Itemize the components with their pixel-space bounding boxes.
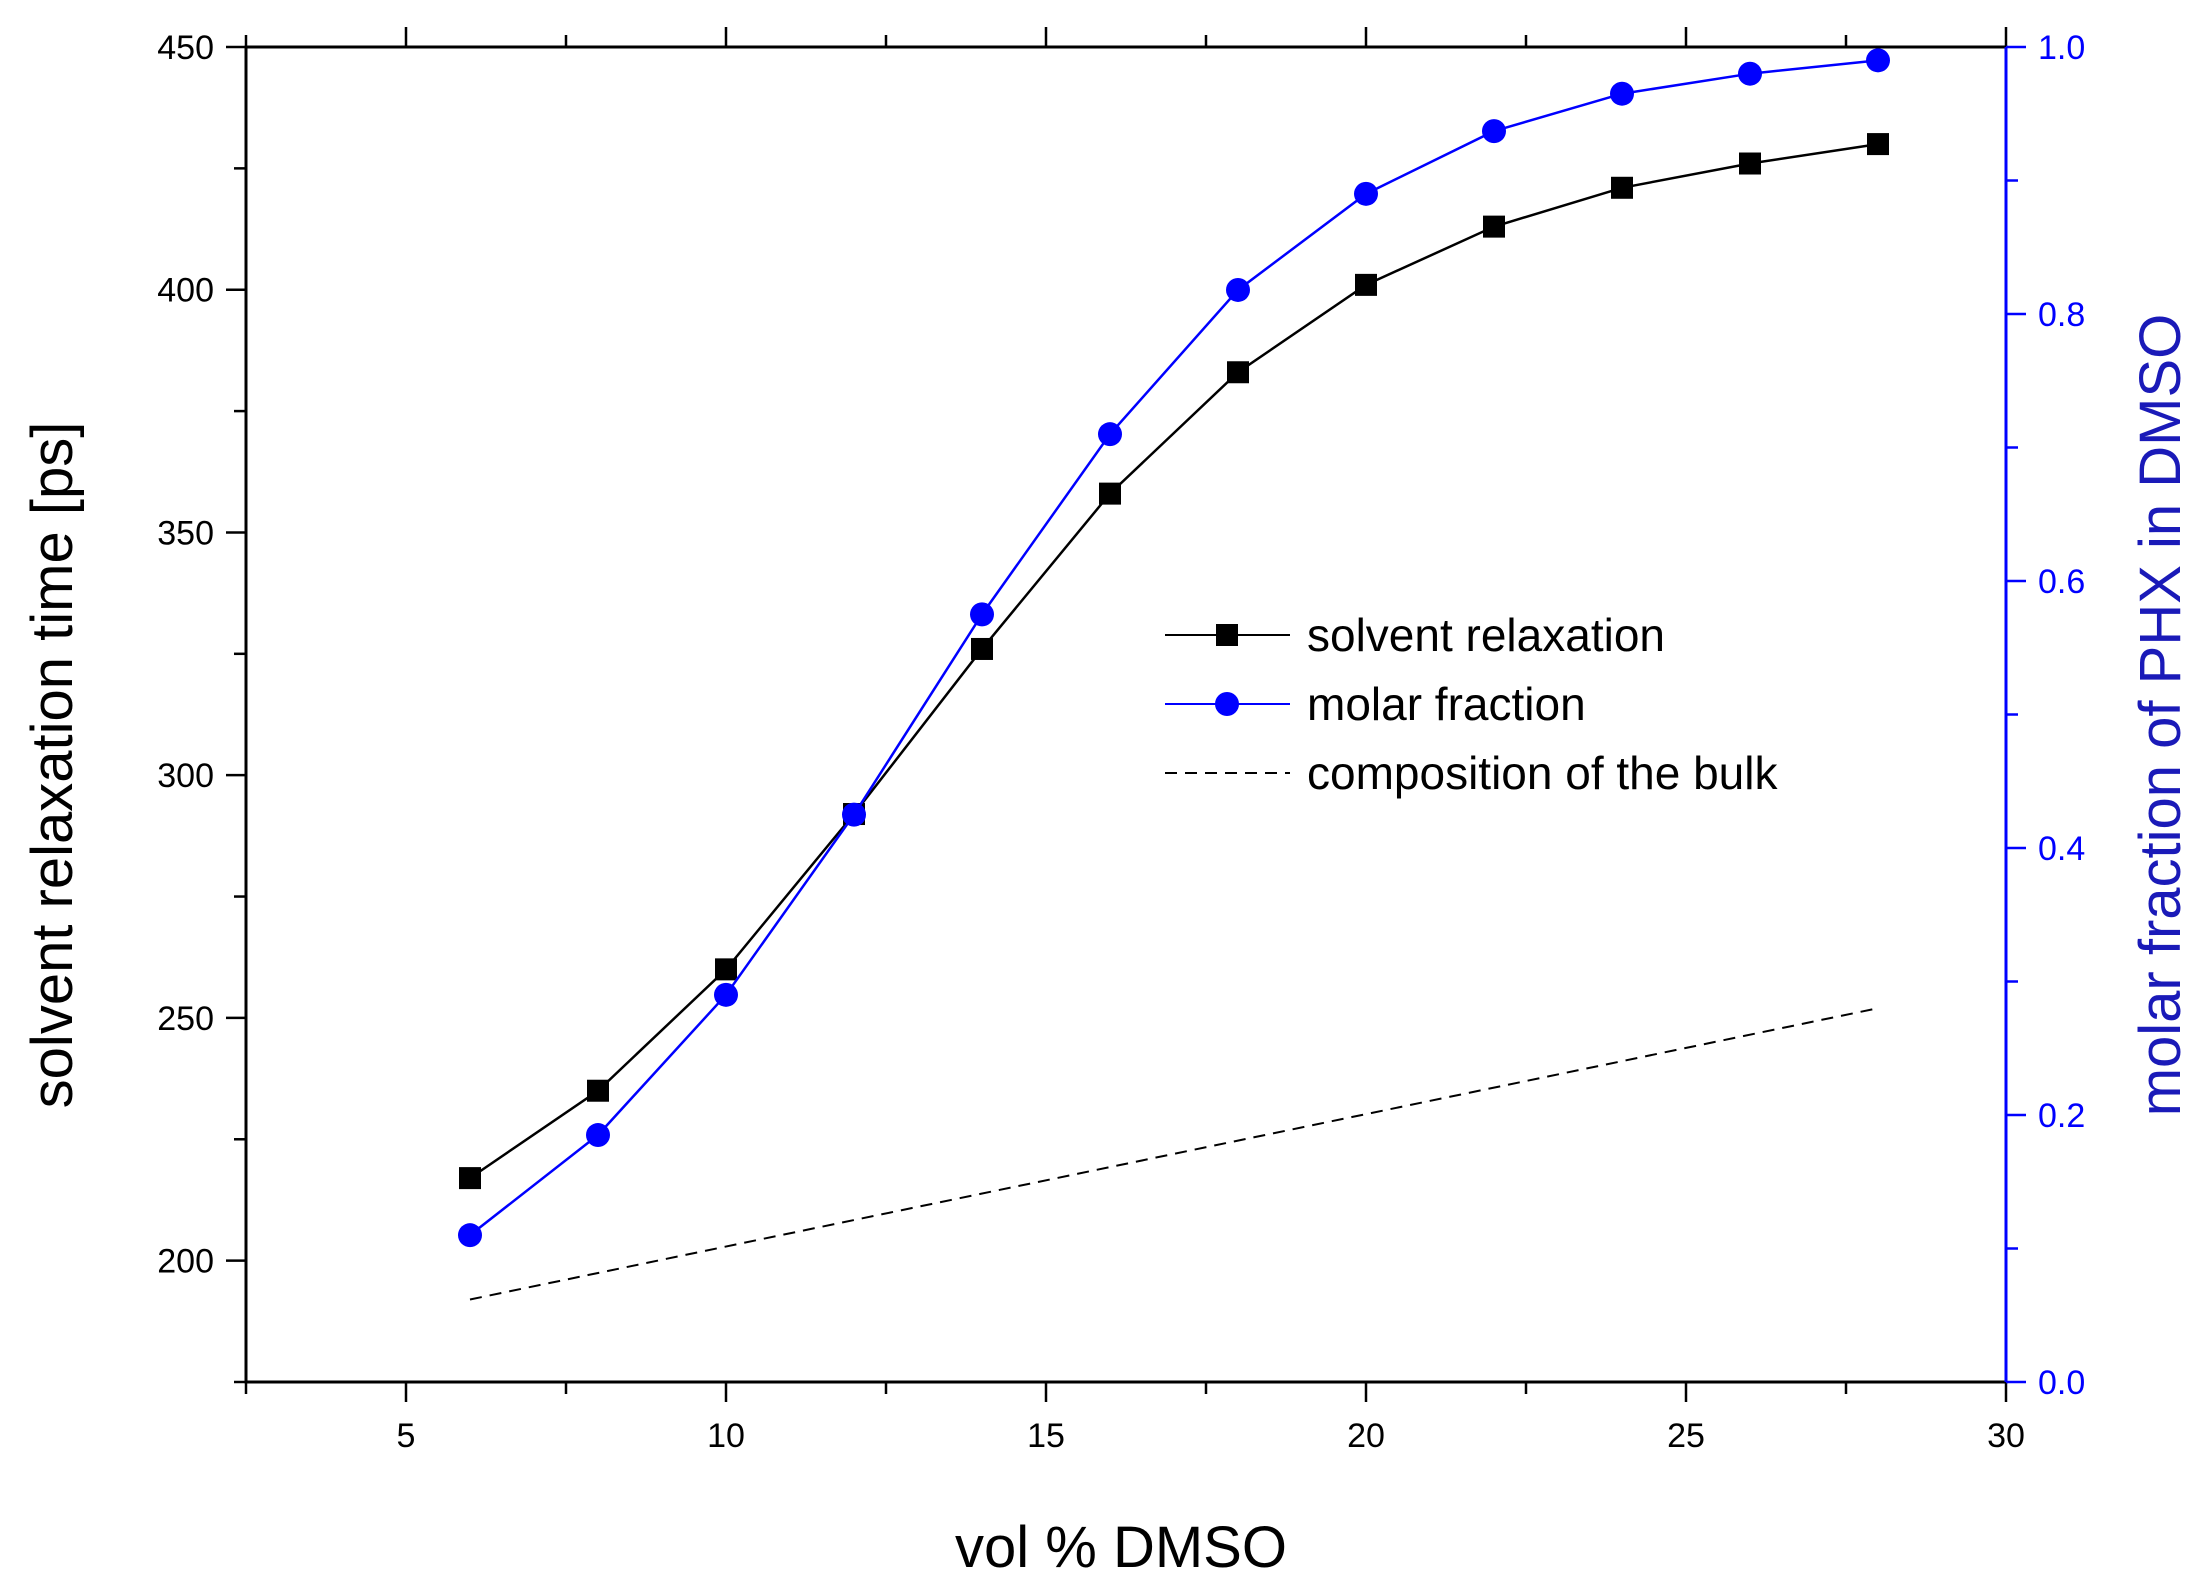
- solvent-relaxation-point: [1227, 361, 1249, 384]
- y-right-tick-label: 0.8: [2038, 296, 2085, 334]
- solvent-relaxation-point: [1355, 273, 1377, 296]
- y-right-tick-label: 0.6: [2038, 563, 2085, 601]
- legend-solvent-label: solvent relaxation: [1307, 609, 1665, 661]
- solvent-relaxation-point: [1611, 176, 1633, 199]
- series-line-1: [469, 59, 1879, 1237]
- y-right-tick-label: 0.4: [2038, 830, 2085, 868]
- right-axis-title: molar fraction of PHX in DMSO: [2128, 314, 2193, 1117]
- molar-fraction-point: [1866, 48, 1890, 73]
- x-tick-label: 30: [1987, 1417, 2025, 1455]
- legend-molar-marker: [1215, 692, 1239, 716]
- x-axis-title: vol % DMSO: [955, 1515, 1287, 1580]
- x-tick-label: 10: [707, 1417, 745, 1455]
- y-left-tick-label: 250: [157, 1000, 214, 1038]
- solvent-relaxation-point: [1483, 215, 1505, 238]
- x-tick-label: 25: [1667, 1417, 1705, 1455]
- y-left-tick-label: 400: [157, 272, 214, 310]
- molar-fraction-point: [1098, 422, 1122, 447]
- y-right-tick-label: 0.0: [2038, 1364, 2085, 1402]
- x-tick-label: 5: [397, 1417, 416, 1455]
- y-left-tick-label: 350: [157, 514, 214, 552]
- molar-fraction-point: [1738, 61, 1762, 86]
- legend-bulk-label: composition of the bulk: [1307, 747, 1778, 799]
- left-axis-ticks: 200 250 300 350 400 450: [157, 29, 246, 1384]
- left-axis-title: solvent relaxation time [ps]: [20, 422, 85, 1109]
- solvent-relaxation-point: [715, 958, 737, 981]
- plot-frame: [244, 45, 2008, 1384]
- solvent-relaxation-point: [1867, 133, 1889, 156]
- molar-fraction-point: [1482, 119, 1506, 144]
- solvent-relaxation-point: [1099, 482, 1121, 505]
- y-left-tick-label: 300: [157, 757, 214, 795]
- y-left-tick-label: 200: [157, 1243, 214, 1281]
- series-line-0: [469, 142, 1879, 1180]
- solvent-relaxation-point: [971, 637, 993, 660]
- right-axis-ticks: 0.0 0.2 0.4 0.6 0.8 1.0: [2006, 29, 2085, 1402]
- series-line-2: [469, 1007, 1879, 1301]
- solvent-relaxation-point: [587, 1079, 609, 1102]
- x-axis-ticks: 5 10 15 20 25 30: [244, 27, 2025, 1455]
- molar-fraction-point: [842, 802, 866, 827]
- molar-fraction-point: [1610, 81, 1634, 106]
- molar-fraction-point: [458, 1223, 482, 1248]
- molar-fraction-point: [1226, 277, 1250, 302]
- x-tick-label: 15: [1027, 1417, 1065, 1455]
- y-right-tick-label: 1.0: [2038, 29, 2085, 67]
- legend-molar-label: molar fraction: [1307, 678, 1586, 730]
- molar-fraction-point: [714, 982, 738, 1007]
- molar-fraction-point: [970, 602, 994, 627]
- legend: solvent relaxation molar fraction compos…: [1165, 609, 1778, 799]
- molar-fraction-point: [1354, 181, 1378, 206]
- solvent-relaxation-point: [459, 1167, 481, 1190]
- y-right-tick-label: 0.2: [2038, 1097, 2085, 1135]
- y-left-tick-label: 450: [157, 29, 214, 67]
- series-layer: [458, 48, 1890, 1301]
- x-tick-label: 20: [1347, 1417, 1385, 1455]
- molar-fraction-point: [586, 1123, 610, 1148]
- legend-solvent-marker: [1216, 624, 1238, 646]
- solvent-relaxation-point: [1739, 152, 1761, 175]
